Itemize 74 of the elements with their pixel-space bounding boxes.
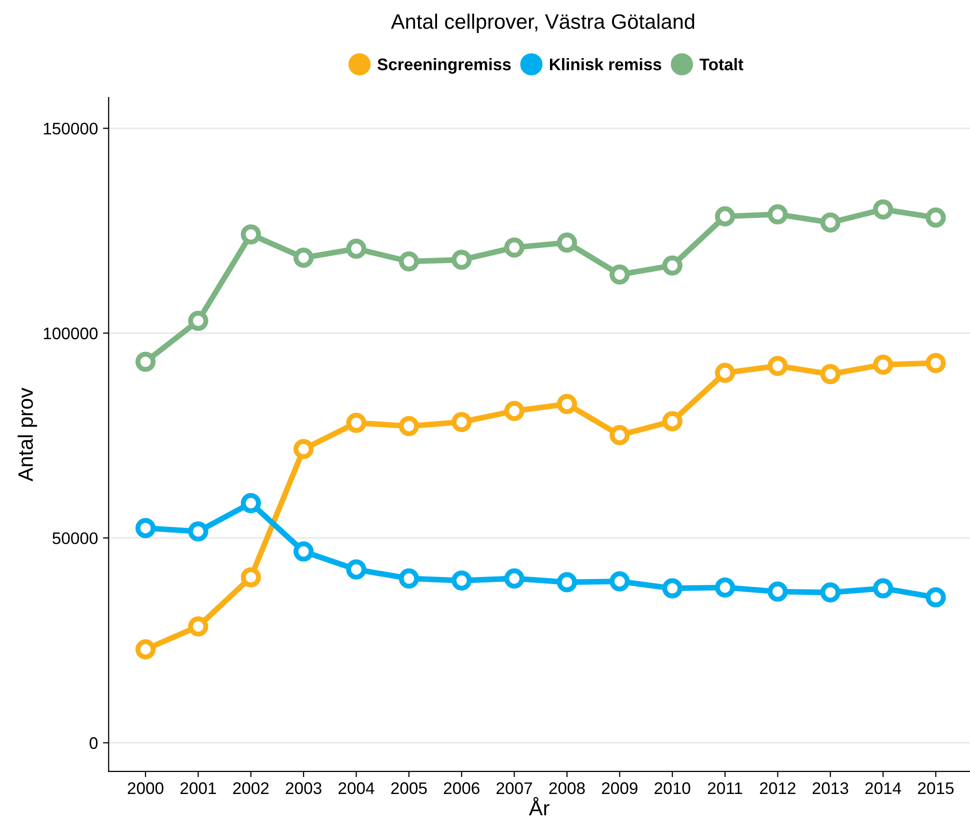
point bbox=[610, 425, 630, 446]
point bbox=[135, 352, 156, 372]
point bbox=[293, 248, 314, 268]
x-axis-title: År bbox=[528, 797, 550, 816]
y-tick-label: 100000 bbox=[44, 328, 98, 340]
point bbox=[398, 568, 419, 589]
point bbox=[820, 582, 840, 602]
point bbox=[610, 264, 630, 285]
point bbox=[188, 616, 208, 637]
point bbox=[293, 541, 314, 562]
chart-title: Antal cellprover, Västra Götaland bbox=[390, 14, 694, 34]
point bbox=[873, 199, 894, 220]
x-tick-label: 2008 bbox=[549, 782, 585, 794]
point bbox=[662, 578, 682, 598]
x-tick-label: 2003 bbox=[286, 782, 322, 794]
point bbox=[346, 238, 366, 259]
point bbox=[240, 224, 261, 244]
x-tick-label: 2010 bbox=[654, 782, 690, 794]
point bbox=[820, 212, 840, 233]
x-tick-label: 2000 bbox=[128, 782, 164, 794]
point bbox=[926, 352, 946, 374]
x-tick-label: 2012 bbox=[760, 782, 796, 794]
y-tick-label: 50000 bbox=[52, 532, 98, 544]
x-tick-label: 2011 bbox=[708, 782, 742, 794]
point bbox=[556, 394, 578, 414]
point bbox=[714, 362, 736, 383]
legend-label: Klinisk remiss bbox=[550, 58, 662, 70]
x-tick-label: 2001 bbox=[180, 782, 216, 794]
point bbox=[610, 571, 630, 592]
point bbox=[873, 578, 894, 598]
point bbox=[135, 639, 156, 660]
x-tick-label: 2002 bbox=[233, 782, 269, 794]
x-tick-label: 2005 bbox=[391, 782, 427, 794]
point bbox=[452, 412, 472, 432]
point bbox=[926, 208, 946, 228]
point bbox=[293, 438, 314, 460]
point bbox=[398, 416, 419, 436]
y-tick-label: 0 bbox=[90, 737, 98, 749]
point bbox=[504, 400, 524, 422]
point bbox=[662, 411, 682, 432]
legend-label: Totalt bbox=[700, 58, 744, 70]
point bbox=[714, 577, 736, 598]
point bbox=[188, 310, 208, 331]
legend-label: Screeningremiss bbox=[378, 58, 511, 74]
point bbox=[240, 493, 261, 514]
point bbox=[504, 237, 524, 258]
point bbox=[926, 587, 946, 608]
point bbox=[240, 567, 261, 588]
point bbox=[768, 582, 788, 602]
x-tick-label: 2014 bbox=[865, 782, 902, 794]
point bbox=[346, 412, 366, 433]
x-tick-label: 2004 bbox=[338, 782, 374, 794]
point bbox=[346, 559, 366, 580]
point bbox=[452, 250, 472, 270]
point bbox=[188, 521, 208, 542]
y-tick-label: 150000 bbox=[44, 122, 98, 135]
x-tick-label: 2009 bbox=[602, 782, 638, 794]
point bbox=[452, 570, 472, 591]
point bbox=[873, 354, 894, 375]
y-axis-title: Antal prov bbox=[18, 388, 38, 482]
x-tick-label: 2013 bbox=[812, 782, 848, 794]
point bbox=[714, 206, 736, 226]
point bbox=[662, 255, 682, 276]
point bbox=[768, 356, 788, 376]
point bbox=[398, 251, 419, 272]
point bbox=[768, 204, 788, 224]
point bbox=[504, 568, 524, 589]
point bbox=[135, 518, 156, 538]
x-tick-label: 2006 bbox=[444, 782, 480, 794]
x-tick-label: 2007 bbox=[496, 782, 532, 794]
point bbox=[556, 232, 578, 253]
point bbox=[820, 364, 840, 384]
x-tick-label: 2015 bbox=[918, 782, 954, 794]
point bbox=[556, 572, 578, 592]
